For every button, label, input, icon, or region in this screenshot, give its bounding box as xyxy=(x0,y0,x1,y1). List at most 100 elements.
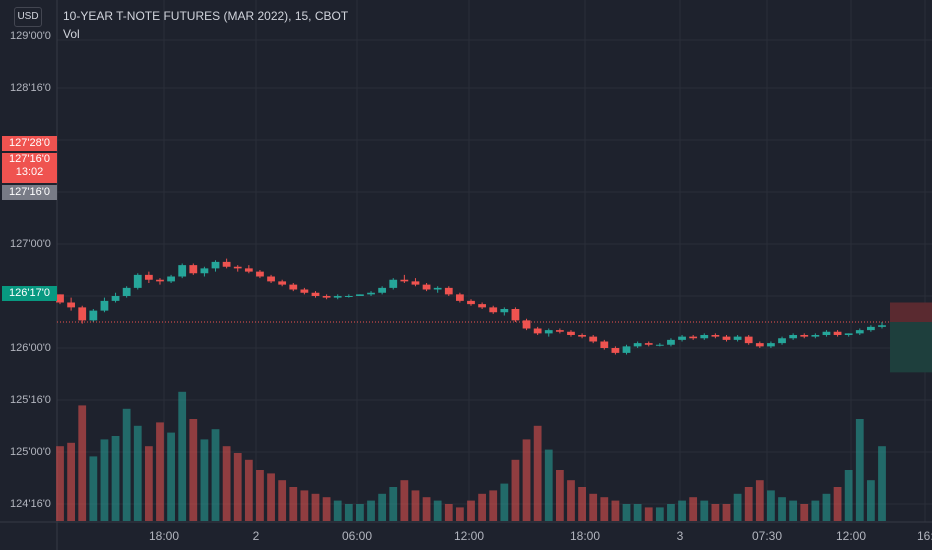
time-axis-label: 12:00 xyxy=(835,529,867,543)
volume-bar xyxy=(500,483,509,521)
candle-body xyxy=(522,320,531,329)
candle-body xyxy=(133,274,142,288)
candle-body xyxy=(178,265,187,277)
candle-body xyxy=(600,341,609,348)
position-zones xyxy=(890,302,932,373)
currency-button[interactable]: USD xyxy=(14,7,42,27)
candle-body xyxy=(422,284,431,290)
candle-body xyxy=(156,279,164,282)
target-zone xyxy=(890,302,932,322)
candle-body xyxy=(511,309,520,321)
candle-body xyxy=(167,276,175,282)
volume-bar xyxy=(67,442,75,521)
time-axis-label: 18:00 xyxy=(148,529,180,543)
volume-bar xyxy=(289,487,298,521)
volume-bar xyxy=(456,507,464,521)
volume-bar xyxy=(167,432,175,521)
volume-bar xyxy=(367,500,375,521)
candle-body xyxy=(189,265,198,274)
volume-bar xyxy=(244,459,253,521)
volume-bar xyxy=(444,504,453,521)
candle-body xyxy=(311,292,320,296)
time-axis-label: 07:30 xyxy=(751,529,783,543)
stop-zone xyxy=(890,322,932,373)
candle-body xyxy=(644,343,653,345)
candle-body xyxy=(800,335,809,337)
candle-body xyxy=(467,300,475,305)
volume-bar xyxy=(678,500,686,521)
volume-bar xyxy=(878,446,886,521)
volume-bar xyxy=(478,493,486,521)
candle-body xyxy=(456,294,464,301)
time-axis-label: 2 xyxy=(252,529,260,543)
candle-body xyxy=(122,287,131,296)
candle-body xyxy=(478,304,486,308)
time-axis-label: 16:0 xyxy=(917,529,932,543)
crosshair-price-tag: 127'16'0 xyxy=(2,185,57,200)
volume-bar xyxy=(389,487,398,521)
price-axis-label: 124'16'0 xyxy=(10,498,51,510)
candle-body xyxy=(411,281,420,285)
volume-bar xyxy=(311,493,320,521)
volume-bars xyxy=(56,391,886,521)
volume-bar xyxy=(378,493,387,521)
candle-body xyxy=(678,336,686,340)
candle-body xyxy=(278,281,287,285)
candle-body xyxy=(89,310,98,321)
volume-bar xyxy=(278,480,287,521)
candle-body xyxy=(333,296,342,298)
volume-bar xyxy=(156,422,164,521)
candle-body xyxy=(855,330,864,334)
candle-body xyxy=(733,336,742,340)
candle-body xyxy=(867,326,875,331)
volume-bar xyxy=(544,449,553,521)
volume-bar xyxy=(222,446,231,521)
candle-body xyxy=(844,333,853,335)
volume-bar xyxy=(533,425,542,521)
volume-bar xyxy=(100,439,109,521)
volume-bar xyxy=(800,504,809,521)
candle-body xyxy=(700,335,709,339)
candle-body xyxy=(622,346,631,353)
candle-body xyxy=(56,294,64,303)
instrument-title: 10-YEAR T-NOTE FUTURES (MAR 2022), 15, C… xyxy=(63,9,349,23)
volume-bar xyxy=(578,487,586,521)
volume-bar xyxy=(867,480,875,521)
volume-bar xyxy=(844,470,853,521)
candle-body xyxy=(767,343,775,347)
volume-bar xyxy=(511,459,520,521)
volume-bar xyxy=(89,456,98,521)
candle-body xyxy=(544,330,553,334)
volume-bar xyxy=(722,504,731,521)
candle-body xyxy=(555,330,564,332)
last-price-tag: 127'16'0 13:02 xyxy=(2,153,57,183)
volume-bar xyxy=(356,504,364,521)
time-axis-label: 12:00 xyxy=(453,529,485,543)
volume-bar xyxy=(300,490,309,521)
volume-bar xyxy=(744,487,753,521)
volume-bar xyxy=(633,504,642,521)
volume-bar xyxy=(555,470,564,521)
volume-bar xyxy=(644,507,653,521)
volume-bar xyxy=(711,504,720,521)
candle-body xyxy=(722,336,731,340)
time-axis-label: 18:00 xyxy=(569,529,601,543)
volume-bar xyxy=(267,473,275,521)
candle-body xyxy=(689,336,698,339)
candle-body xyxy=(344,296,353,297)
volume-bar xyxy=(233,453,242,521)
volume-legend[interactable]: Vol xyxy=(63,27,80,41)
candle-body xyxy=(111,296,120,301)
volume-bar xyxy=(178,391,187,521)
candle-body xyxy=(500,309,509,313)
candle-body xyxy=(367,292,375,295)
volume-bar xyxy=(700,500,709,521)
candle-body xyxy=(222,261,231,267)
volume-bar xyxy=(567,480,575,521)
candle-body xyxy=(633,343,642,347)
volume-bar xyxy=(411,490,420,521)
volume-bar xyxy=(200,439,209,521)
candle-body xyxy=(100,300,109,311)
volume-bar xyxy=(111,436,120,521)
